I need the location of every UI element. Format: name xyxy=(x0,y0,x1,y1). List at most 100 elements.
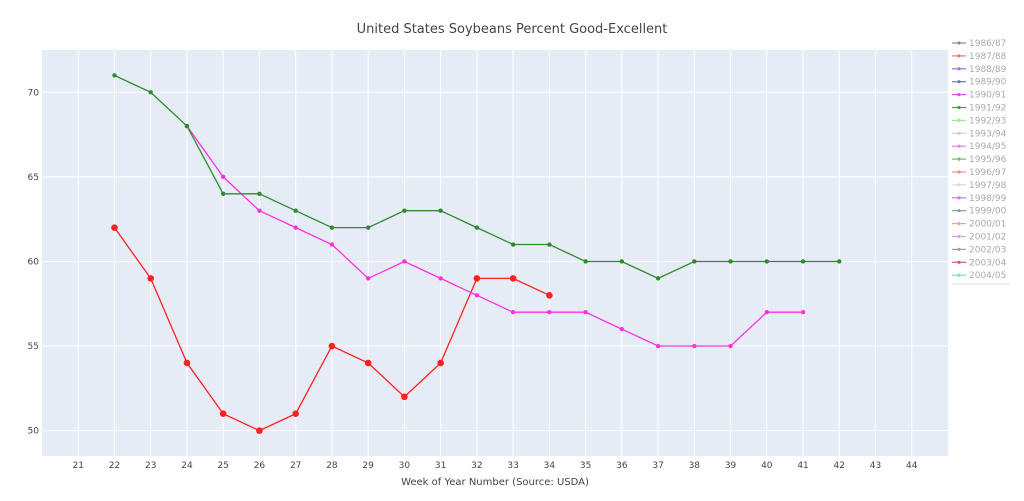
data-point[interactable] xyxy=(221,174,226,180)
data-point[interactable] xyxy=(510,310,516,315)
data-point[interactable] xyxy=(365,225,371,230)
data-point[interactable] xyxy=(619,259,625,264)
legend-item[interactable]: 2002/03 xyxy=(952,245,1006,255)
legend-item[interactable]: 1999/00 xyxy=(952,207,1007,217)
series-2 xyxy=(112,73,842,281)
data-point[interactable] xyxy=(148,90,153,95)
legend-item[interactable]: 1996/97 xyxy=(952,168,1006,178)
data-point[interactable] xyxy=(800,259,806,264)
legend-label: 2000/01 xyxy=(969,220,1006,230)
plot-area[interactable] xyxy=(42,50,948,456)
data-point[interactable] xyxy=(402,259,407,264)
data-point[interactable] xyxy=(219,410,227,418)
legend-item[interactable]: 1993/94 xyxy=(952,129,1007,139)
data-point[interactable] xyxy=(619,326,625,332)
data-point[interactable] xyxy=(184,123,190,129)
legend-item[interactable]: 2003/04 xyxy=(952,258,1007,268)
legend-item[interactable]: 1997/98 xyxy=(952,181,1007,191)
data-point[interactable] xyxy=(546,291,553,299)
data-point[interactable] xyxy=(474,293,480,298)
data-point[interactable] xyxy=(764,259,769,264)
legend-item[interactable]: 1994/95 xyxy=(952,142,1006,152)
data-point[interactable] xyxy=(509,275,517,282)
legend-marker xyxy=(957,105,961,110)
data-point[interactable] xyxy=(473,275,481,282)
data-point[interactable] xyxy=(728,259,733,264)
data-point[interactable] xyxy=(293,208,298,213)
series-1 xyxy=(184,123,806,349)
data-point[interactable] xyxy=(800,310,806,315)
data-point[interactable] xyxy=(112,73,117,78)
data-point[interactable] xyxy=(183,359,191,367)
data-point[interactable] xyxy=(147,275,155,282)
data-point[interactable] xyxy=(329,225,335,230)
data-point[interactable] xyxy=(764,310,769,315)
data-point[interactable] xyxy=(221,191,226,196)
data-point[interactable] xyxy=(474,225,480,230)
data-point[interactable] xyxy=(257,208,262,213)
data-point[interactable] xyxy=(438,276,443,281)
series-line xyxy=(186,125,803,347)
legend-item[interactable]: 2001/02 xyxy=(952,233,1006,243)
legend-label: 1990/91 xyxy=(969,91,1006,101)
data-point[interactable] xyxy=(292,410,299,418)
data-point[interactable] xyxy=(293,225,298,230)
data-point[interactable] xyxy=(328,342,336,350)
legend-marker xyxy=(957,67,961,71)
data-point[interactable] xyxy=(728,343,733,349)
x-tick-label: 32 xyxy=(471,461,482,471)
legend-item[interactable]: 1990/91 xyxy=(952,91,1006,101)
data-point[interactable] xyxy=(364,359,372,367)
x-tick-label: 36 xyxy=(616,461,628,471)
data-point[interactable] xyxy=(402,208,407,213)
data-point[interactable] xyxy=(583,259,588,264)
legend-item[interactable]: 1986/87 xyxy=(952,39,1006,49)
legend-label: 1991/92 xyxy=(969,104,1006,114)
legend-item[interactable]: 1989/90 xyxy=(952,78,1007,88)
legend-item[interactable]: 1987/88 xyxy=(952,52,1007,62)
legend-item[interactable]: 1995/96 xyxy=(952,155,1007,165)
y-tick-label: 70 xyxy=(28,88,40,98)
x-tick-label: 30 xyxy=(399,461,411,471)
data-point[interactable] xyxy=(583,310,588,315)
data-point[interactable] xyxy=(401,393,408,401)
x-tick-label: 33 xyxy=(507,461,518,471)
data-point[interactable] xyxy=(837,259,842,264)
legend-item[interactable]: 1998/99 xyxy=(952,194,1007,204)
data-point[interactable] xyxy=(256,427,263,434)
legend-item[interactable]: 1991/92 xyxy=(952,104,1006,114)
legend-marker xyxy=(957,118,961,122)
x-axis-title: Week of Year Number (Source: USDA) xyxy=(401,477,589,488)
data-point[interactable] xyxy=(547,242,552,247)
data-point[interactable] xyxy=(692,259,697,264)
legend-item[interactable]: 2000/01 xyxy=(952,220,1006,230)
data-point[interactable] xyxy=(547,310,552,315)
data-point[interactable] xyxy=(510,242,516,247)
data-point[interactable] xyxy=(437,359,444,367)
x-tick-label: 37 xyxy=(652,461,663,471)
legend-marker xyxy=(957,144,961,148)
x-tick-label: 38 xyxy=(689,461,701,471)
x-tick-label: 24 xyxy=(181,461,193,471)
data-point[interactable] xyxy=(257,191,262,196)
data-point[interactable] xyxy=(438,208,443,213)
data-point[interactable] xyxy=(655,276,661,281)
x-tick-label: 25 xyxy=(217,461,228,471)
data-point[interactable] xyxy=(111,224,118,231)
x-tick-label: 23 xyxy=(145,461,156,471)
x-tick-label: 40 xyxy=(761,461,773,471)
legend-item[interactable]: 2004/05 xyxy=(952,271,1006,281)
data-point[interactable] xyxy=(329,242,335,247)
legend-marker xyxy=(957,131,961,135)
data-point[interactable] xyxy=(365,276,371,281)
legend-item[interactable]: 1992/93 xyxy=(952,116,1006,126)
data-point[interactable] xyxy=(692,343,697,349)
grid xyxy=(42,50,948,456)
plot-background[interactable] xyxy=(42,50,948,456)
data-point[interactable] xyxy=(655,343,661,349)
legend-item[interactable]: 1988/89 xyxy=(952,65,1007,75)
legend-label: 1998/99 xyxy=(969,194,1007,204)
x-tick-label: 41 xyxy=(797,461,808,471)
legend[interactable]: 1986/87 1987/88 1988/89 1989/90 1990/91 1991/… xyxy=(952,39,1010,285)
